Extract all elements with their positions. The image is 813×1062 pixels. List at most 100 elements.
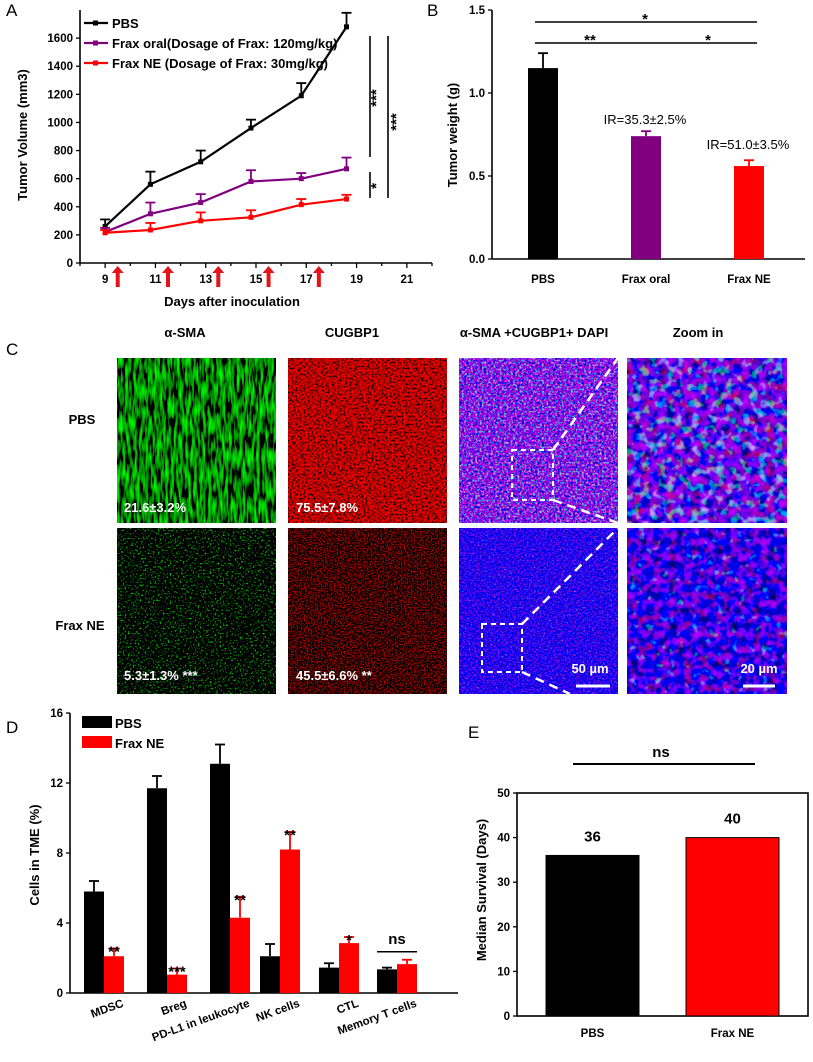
y-tick-label: 1400 [47, 61, 73, 73]
sig-label-pbs-ne: *** [388, 113, 405, 131]
panel-b-marks [528, 52, 764, 259]
bar-1 [685, 837, 780, 1017]
sig-label-oral-ne: * [368, 183, 385, 189]
bar-1-1 [167, 974, 187, 993]
row-label-pbs: PBS [69, 412, 96, 427]
injection-arrow-icon [262, 266, 275, 287]
legend-label-0: PBS [112, 16, 139, 31]
zoom-region-box [511, 449, 554, 501]
panel-letter-c: C [6, 340, 18, 359]
x-tick-label: NK cells [255, 998, 302, 1025]
data-point-2 [344, 196, 350, 202]
panel-e-bar-chart: E 0 10 20 30 40 50 PBS Frax NE 36 40 Median Surv… [468, 723, 809, 1040]
legend-marker-1 [93, 40, 98, 46]
bar-0-3 [260, 956, 280, 993]
sig-label-b-top: * [642, 11, 648, 28]
bar-1-5 [397, 964, 417, 993]
col-title-zoom: Zoom in [673, 325, 724, 340]
panel-b-significance: * ** * [535, 11, 757, 49]
injection-arrow-icon [162, 266, 174, 287]
legend-label-0: PBS [115, 716, 142, 731]
y-tick-label: 8 [57, 848, 64, 860]
image-pbs-merge [459, 357, 620, 525]
scale-bar-label-20: 20 µm [740, 661, 777, 676]
y-tick-label: 1600 [47, 33, 73, 45]
y-tick-label: 16 [50, 708, 63, 720]
y-tick-label: 0 [504, 1011, 510, 1023]
zoom-guide-line [551, 357, 620, 451]
bar-0 [545, 854, 640, 1017]
sig-label-b-left: ** [584, 32, 596, 49]
sig-label-b-right: * [705, 32, 711, 49]
value-frax-ne-asma: 5.3±1.3% *** [124, 668, 199, 683]
bar-1 [631, 136, 661, 259]
data-point-2 [147, 227, 153, 233]
x-tick-label: CTL [335, 998, 360, 1017]
image-pbs-asma: 21.6±3.2% [117, 358, 276, 523]
zoom-guide-line [521, 670, 571, 696]
y-tick-label: 0 [67, 258, 73, 270]
sig-label: ** [284, 827, 296, 844]
panel-a-marks [100, 11, 352, 287]
panel-b-ticks: 0.0 0.5 1.0 1.5 PBS Frax oral Frax NE [469, 5, 771, 286]
x-tick-label: 15 [250, 274, 263, 286]
scale-bar-label-50: 50 µm [571, 661, 608, 676]
image-frax-ne-zoom: 20 µm [627, 528, 787, 694]
panel-a-line-chart: A 0 200 400 600 800 1000 1200 1400 1600 9 11 13 15 17… [6, 1, 433, 309]
panel-d-y-axis-label: Cells in TME (%) [27, 804, 42, 905]
zoom-guide-line [521, 527, 619, 625]
panel-b-bar-chart: B 0.0 0.5 1.0 1.5 PBS Frax oral Frax NE Tumor … [427, 1, 805, 286]
y-tick-label: 10 [497, 966, 510, 978]
y-tick-label: 0.5 [469, 171, 486, 183]
value-pbs-asma: 21.6±3.2% [124, 500, 187, 515]
data-point-0 [344, 24, 350, 30]
panel-e-marks: 36 40 [545, 811, 780, 1017]
bar-1-3 [280, 849, 300, 993]
zoom-guide-line [552, 498, 619, 525]
x-tick-label: Frax NE [711, 1028, 755, 1040]
sig-label: *** [168, 964, 186, 981]
data-point-1 [344, 166, 350, 172]
data-point-2 [102, 230, 108, 236]
image-frax-ne-merge: 50 µm [459, 527, 619, 696]
data-point-0 [147, 181, 153, 187]
ir-annotation-frax-oral: IR=35.3±2.5% [604, 112, 687, 127]
legend-swatch-0 [82, 716, 112, 728]
col-title-cugbp1: CUGBP1 [325, 325, 379, 340]
y-tick-label: 1200 [47, 89, 73, 101]
panel-a-y-axis-label: Tumor Volume (mm3) [15, 69, 30, 201]
data-point-0 [102, 223, 108, 229]
panel-letter-a: A [6, 1, 18, 20]
series-line-2 [105, 197, 347, 234]
plot-frame [516, 792, 809, 1017]
y-tick-label: 1000 [47, 117, 73, 129]
bar-0-0 [84, 891, 104, 993]
y-tick-label: 800 [54, 146, 73, 158]
x-tick-label: 9 [102, 274, 108, 286]
data-point-1 [248, 178, 254, 184]
sig-label: ** [108, 943, 120, 960]
data-label-0: 36 [584, 828, 601, 845]
x-tick-label: MDSC [89, 998, 125, 1021]
panel-b-y-axis-label: Tumor weight (g) [445, 83, 460, 187]
panel-a-x-axis-label: Days after inoculation [164, 294, 300, 309]
data-point-1 [147, 211, 153, 217]
injection-arrow-icon [312, 266, 325, 287]
y-tick-label: 0 [57, 988, 63, 1000]
image-frax-ne-cugbp1: 45.5±6.6% ** [288, 528, 447, 694]
data-point-2 [248, 214, 254, 220]
panel-c-microscopy: C α-SMA CUGBP1 α-SMA +CUGBP1+ DAPI Zoom … [6, 325, 787, 696]
legend-swatch-1 [82, 736, 112, 748]
data-point-0 [198, 159, 204, 165]
bar-2 [734, 166, 764, 259]
y-tick-label: 12 [50, 778, 63, 790]
bar-0-2 [210, 763, 230, 993]
bar-1-2 [230, 917, 250, 993]
legend-label-2: Frax NE (Dosage of Frax: 30mg/kg) [112, 56, 328, 71]
panel-a-legend: PBS Frax oral(Dosage of Frax: 120mg/kg) Fr… [84, 16, 337, 71]
data-point-0 [298, 93, 304, 99]
panel-d-marks: ********** ns [84, 743, 417, 993]
x-tick-label: Breg [160, 998, 189, 1018]
